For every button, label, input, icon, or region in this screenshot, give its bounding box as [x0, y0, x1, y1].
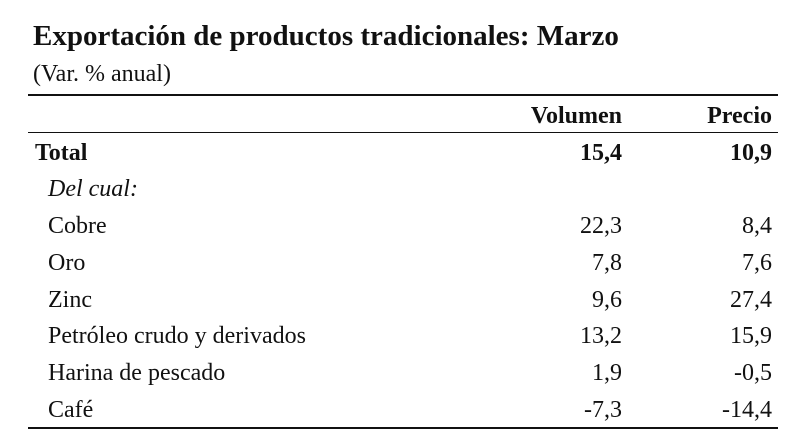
total-value: 15,4	[580, 140, 622, 166]
row-value: 13,2	[580, 323, 622, 350]
column-header: Precio	[707, 103, 772, 129]
row-label: Petróleo crudo y derivados	[48, 323, 306, 350]
title: Exportación de productos tradicionales: …	[33, 20, 619, 52]
row-value: 15,9	[730, 323, 772, 350]
row-value: -0,5	[734, 360, 772, 387]
header-rule	[28, 132, 778, 133]
subheading: Del cual:	[48, 176, 138, 202]
row-value: 7,8	[592, 249, 622, 276]
top-rule	[28, 94, 778, 96]
row-label: Zinc	[48, 286, 92, 313]
bottom-rule	[28, 427, 778, 429]
row-value: 22,3	[580, 213, 622, 239]
row-value: 7,6	[742, 249, 772, 276]
total-value: 10,9	[730, 140, 772, 166]
row-value: -14,4	[722, 397, 772, 423]
row-label: Oro	[48, 249, 86, 276]
row-value: 8,4	[742, 213, 772, 239]
subtitle: (Var. % anual)	[33, 61, 171, 87]
row-label: Cobre	[48, 213, 107, 239]
row-label: Harina de pescado	[48, 360, 226, 387]
row-value: 27,4	[730, 286, 772, 313]
row-value: -7,3	[584, 397, 622, 423]
row-value: 9,6	[592, 286, 622, 313]
row-value: 1,9	[592, 360, 622, 387]
row-label: Café	[48, 397, 94, 423]
total-label: Total	[35, 140, 88, 166]
column-header: Volumen	[530, 103, 622, 129]
